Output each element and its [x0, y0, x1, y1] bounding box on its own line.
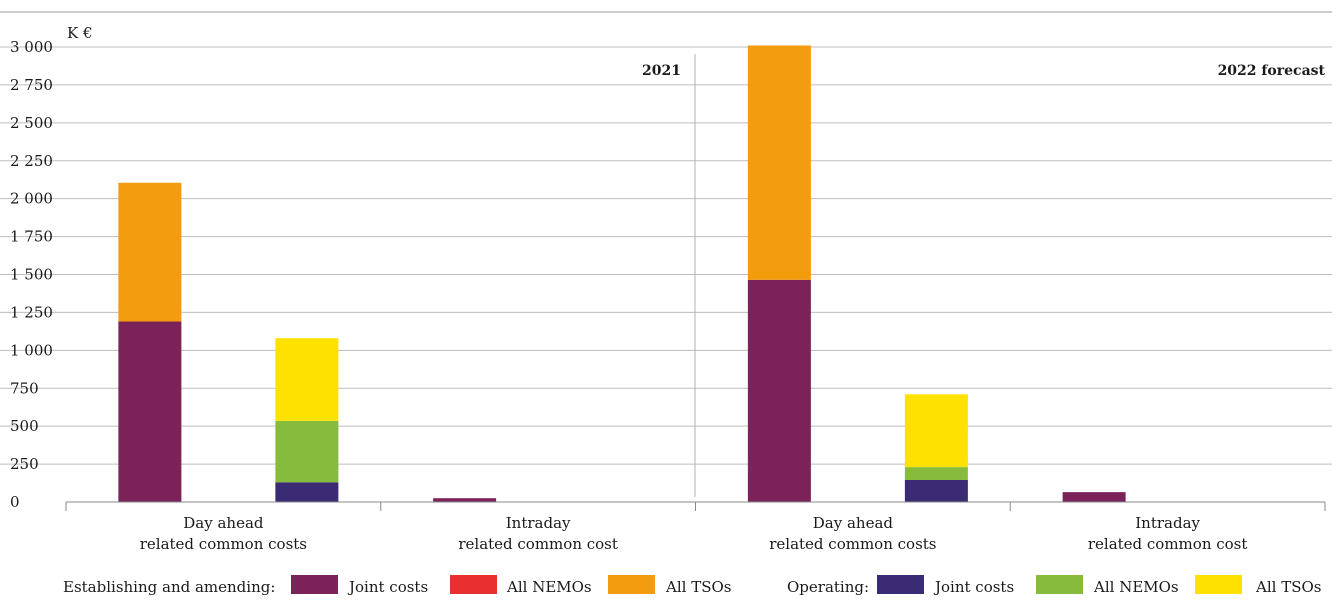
bar-segment: [275, 482, 339, 502]
y-tick-label: 1 250: [10, 303, 53, 321]
category-labels: Day ahead related common costs Intraday rel…: [140, 514, 1248, 553]
category-label: related common cost: [458, 535, 618, 553]
category-label: related common costs: [140, 535, 307, 553]
category-label: Day ahead: [813, 514, 894, 532]
bar-segment: [1062, 492, 1126, 502]
category-label: related common cost: [1088, 535, 1248, 553]
y-tick-label: 0: [10, 493, 20, 511]
gridlines: [0, 46, 1332, 465]
x-axis-ticks: [65, 502, 1326, 511]
y-tick-label: 3 000: [10, 38, 53, 56]
y-tick-label: 1 500: [10, 266, 53, 284]
y-tick-label: 1 750: [10, 228, 53, 246]
bar-segment: [904, 480, 968, 502]
category-label: Intraday: [506, 514, 571, 532]
legend-item-label: All TSOs: [1255, 578, 1321, 596]
bars: [118, 45, 1126, 502]
legend-group-label: Establishing and amending:: [63, 578, 275, 596]
bar-segment: [118, 321, 182, 502]
legend-item-label: Joint costs: [933, 578, 1014, 596]
legend-swatch: [450, 575, 497, 594]
category-label: Intraday: [1135, 514, 1200, 532]
category-label: related common costs: [769, 535, 936, 553]
y-tick-label: 2 250: [10, 152, 53, 170]
bar-segment: [118, 182, 182, 322]
y-axis-unit-label: K €: [67, 24, 93, 42]
y-axis-ticks: 0 250 500 750 1 000 1 250 1 500 1 750 2 000 2 250…: [10, 38, 53, 511]
legend-swatch: [1036, 575, 1083, 594]
bar-segment: [747, 45, 811, 280]
bar-segment: [433, 498, 497, 502]
legend: Establishing and amending: Joint costs All…: [63, 575, 1321, 596]
legend-swatch: [291, 575, 338, 594]
period-label-2022-forecast: 2022 forecast: [1218, 63, 1326, 79]
bar-segment: [747, 279, 811, 502]
y-tick-label: 2 500: [10, 114, 53, 132]
legend-item-label: All NEMOs: [506, 578, 592, 596]
y-tick-label: 2 750: [10, 76, 53, 94]
bar-segment: [275, 338, 339, 421]
bar-segment: [904, 467, 968, 481]
legend-swatch: [608, 575, 655, 594]
y-tick-label: 250: [10, 455, 39, 473]
legend-swatch: [877, 575, 924, 594]
y-tick-label: 750: [10, 379, 39, 397]
period-label-2021: 2021: [642, 63, 681, 79]
legend-group-label: Operating:: [787, 578, 869, 596]
legend-swatch: [1195, 575, 1242, 594]
bar-segment: [904, 394, 968, 468]
category-label: Day ahead: [183, 514, 264, 532]
y-tick-label: 1 000: [10, 341, 53, 359]
bar-segment: [275, 420, 339, 483]
legend-item-label: Joint costs: [347, 578, 428, 596]
legend-item-label: All NEMOs: [1093, 578, 1179, 596]
y-tick-label: 500: [10, 417, 39, 435]
y-tick-label: 2 000: [10, 190, 53, 208]
legend-item-label: All TSOs: [665, 578, 731, 596]
